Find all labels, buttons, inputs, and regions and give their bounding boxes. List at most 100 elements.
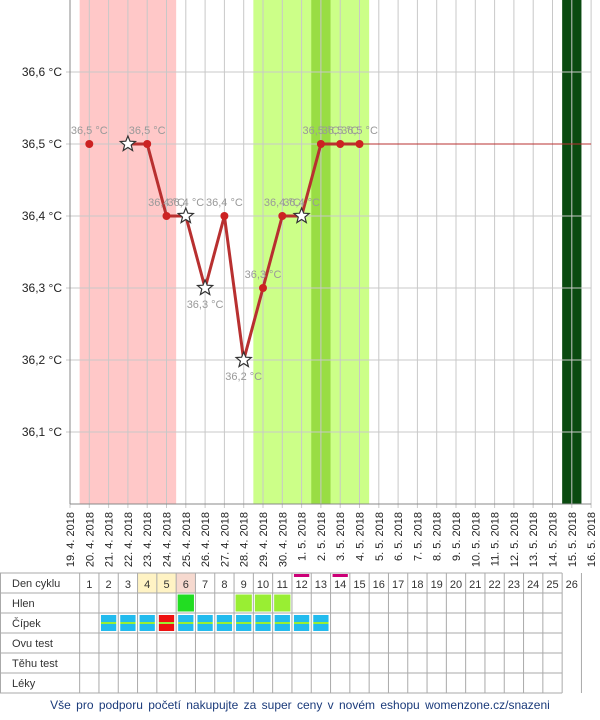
x-tick-label: 24. 4. 2018: [162, 512, 174, 567]
day-number: 18: [411, 579, 423, 591]
chart: 19. 4. 2018 20. 4. 2018 21. 4. 2018 22. 4. …: [0, 0, 598, 694]
day-number: 26: [566, 579, 578, 591]
day-number: 9: [241, 579, 247, 591]
cipek-part: [274, 615, 290, 622]
day-number: 5: [163, 579, 169, 591]
cipek-icon: [158, 615, 175, 631]
point: [162, 212, 171, 220]
x-tick-label: 3. 5. 2018: [335, 512, 347, 561]
cipek-part: [255, 624, 271, 631]
value-label: 36,5 °C: [341, 125, 378, 137]
x-tick-label: 5. 5. 2018: [374, 512, 386, 561]
x-tick-label: 25. 4. 2018: [181, 512, 193, 567]
cipek-part: [120, 622, 136, 624]
cipek-icon: [197, 615, 213, 631]
x-tick-label: 10. 5. 2018: [470, 512, 482, 567]
shop-link[interactable]: Vše pro podporu početí nakupujte za supe…: [50, 698, 550, 712]
day-number: 3: [125, 579, 131, 591]
day-number: 19: [431, 579, 443, 591]
cipek-part: [216, 615, 233, 622]
day-number: 16: [373, 579, 385, 591]
x-tick-label: 15. 5. 2018: [567, 512, 579, 567]
value-label: 36,5 °C: [322, 125, 359, 137]
day-number: 13: [315, 579, 327, 591]
cipek-icon: [274, 615, 290, 631]
x-tick-label: 30. 4. 2018: [277, 512, 289, 567]
y-tick-label: 36,1 °C: [22, 425, 62, 439]
cipek-part: [293, 622, 310, 624]
x-tick-label: 12. 5. 2018: [509, 512, 521, 567]
day-number: 25: [546, 579, 558, 591]
cipek-part: [178, 624, 194, 631]
cipek-part: [255, 622, 271, 624]
hlen-icon: [274, 594, 291, 612]
cipek-part: [293, 615, 310, 622]
cipek-part: [158, 622, 175, 624]
x-tick-label: 7. 5. 2018: [412, 512, 424, 561]
x-tick-label: 6. 5. 2018: [393, 512, 405, 561]
y-tick-label: 36,5 °C: [22, 137, 62, 151]
cipek-part: [293, 624, 310, 631]
day-number: 10: [257, 579, 269, 591]
x-tick-label: 2. 5. 2018: [316, 512, 328, 561]
cipek-part: [139, 622, 155, 624]
cipek-part: [178, 622, 194, 624]
star-point: [118, 134, 138, 152]
row-label: Den cyklu: [12, 578, 60, 590]
hlen-icon: [235, 594, 252, 612]
cipek-part: [197, 615, 213, 622]
day-number: 14: [334, 579, 346, 591]
point: [336, 140, 345, 148]
cipek-part: [313, 622, 329, 624]
day-number: 22: [488, 579, 500, 591]
hlen-icon: [177, 594, 194, 612]
value-label: 36,4 °C: [206, 197, 243, 209]
x-tick-label: 11. 5. 2018: [490, 512, 502, 566]
day-number: 4: [144, 579, 150, 591]
cipek-part: [120, 624, 136, 631]
x-tick-label: 8. 5. 2018: [432, 512, 444, 561]
x-tick-label: 13. 5. 2018: [528, 512, 540, 567]
cipek-icon: [120, 615, 136, 631]
row-label: Hlen: [12, 598, 35, 610]
cipek-part: [236, 622, 252, 624]
value-label: 36,4 °C: [264, 197, 301, 209]
x-tick-label: 28. 4. 2018: [239, 512, 251, 567]
cipek-part: [139, 615, 155, 622]
day-marker: [293, 574, 310, 577]
x-tick-label: 9. 5. 2018: [451, 512, 463, 561]
day-number: 8: [221, 579, 227, 591]
point: [316, 140, 325, 148]
x-tick-label: 26. 4. 2018: [200, 512, 212, 567]
row-label: Ovu test: [12, 638, 53, 650]
hlen-icon: [254, 594, 272, 612]
cipek-part: [197, 624, 213, 631]
cipek-part: [216, 622, 233, 624]
cipek-part: [313, 624, 329, 631]
star-point: [292, 206, 311, 224]
value-label: 36,5 °C: [129, 125, 166, 137]
cipek-part: [139, 624, 155, 631]
cipek-part: [274, 624, 290, 631]
day-highlight: [176, 573, 196, 593]
cipek-icon: [100, 615, 117, 631]
point: [259, 284, 267, 292]
cipek-part: [100, 624, 117, 631]
x-tick-label: 21. 4. 2018: [104, 512, 116, 567]
point: [355, 140, 364, 148]
value-label: 36,4 °C: [167, 197, 204, 209]
cipek-part: [158, 615, 175, 622]
row-label: Čípek: [12, 617, 41, 630]
x-tick-label: 1. 5. 2018: [297, 512, 309, 561]
point: [85, 140, 94, 148]
day-number: 15: [353, 579, 365, 591]
y-tick-label: 36,3 °C: [22, 281, 62, 295]
value-label: 36,3 °C: [245, 269, 282, 281]
cipek-part: [216, 624, 233, 631]
cipek-icon: [216, 615, 233, 631]
point: [143, 140, 152, 148]
star-point: [176, 206, 195, 224]
day-number: 11: [277, 579, 288, 591]
x-tick-label: 4. 5. 2018: [355, 512, 367, 561]
cipek-part: [274, 622, 290, 624]
